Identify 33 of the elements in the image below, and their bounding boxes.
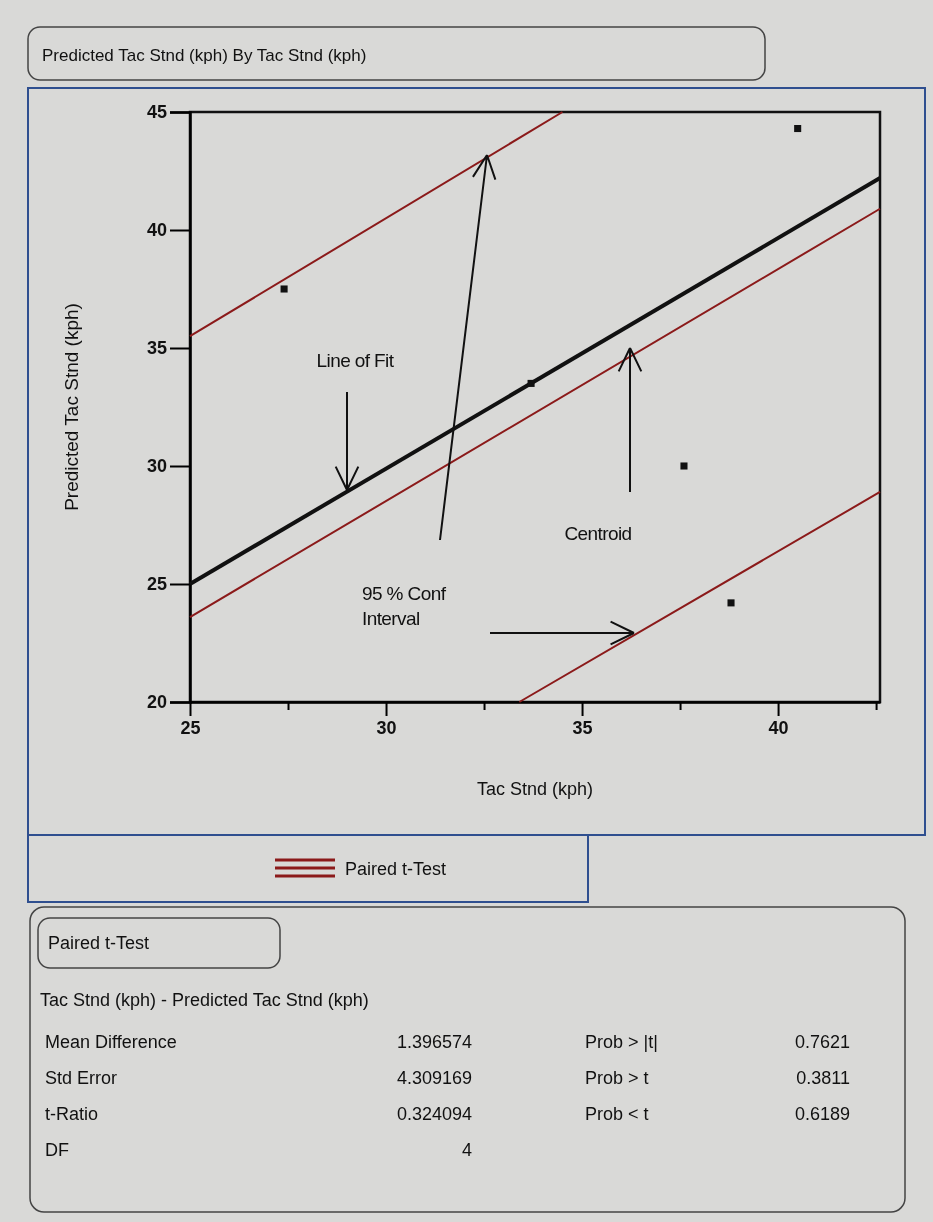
text: Prob > t: [585, 1068, 649, 1088]
text: 4: [461, 1140, 472, 1160]
y-tick-label: 35: [146, 338, 167, 359]
text: 4.309169: [396, 1068, 472, 1088]
x-tick-label: 25: [180, 718, 201, 739]
legend-label: Paired t-Test: [345, 859, 447, 879]
text: Std Error: [45, 1068, 118, 1088]
text: 0.6189: [794, 1104, 850, 1124]
annotation: 95 % Conf Interval: [362, 583, 447, 629]
x-axis-title: Tac Stnd (kph): [476, 779, 594, 799]
x-tick-label: 35: [572, 718, 593, 739]
text: 0.324094: [396, 1104, 472, 1124]
y-tick-label: 25: [146, 574, 167, 595]
text: Prob < t: [585, 1104, 649, 1124]
y-tick-label: 40: [146, 220, 167, 241]
chart-title: Predicted Tac Stnd (kph) By Tac Stnd (kph): [42, 46, 367, 65]
text: 1.396574: [396, 1032, 472, 1052]
text: Tac Stnd (kph) - Predicted Tac Stnd (kph): [40, 990, 369, 1010]
text: DF: [45, 1140, 69, 1160]
x-tick-label: 30: [376, 718, 397, 739]
y-axis-title: Predicted Tac Stnd (kph): [61, 303, 82, 511]
annotation: Line of Fit: [316, 350, 395, 371]
text: 0.7621: [794, 1032, 850, 1052]
x-tick-label: 40: [768, 718, 789, 739]
text: t-Ratio: [45, 1104, 99, 1124]
text: Mean Difference: [45, 1032, 177, 1052]
text: Prob > |t|: [585, 1032, 658, 1052]
y-tick-label: 20: [146, 692, 167, 713]
y-tick-label: 45: [146, 102, 167, 123]
annotation: Centroid: [564, 523, 632, 544]
text: 0.3811: [796, 1068, 850, 1088]
text: Paired t-Test: [48, 933, 150, 953]
y-tick-label: 30: [146, 456, 167, 477]
